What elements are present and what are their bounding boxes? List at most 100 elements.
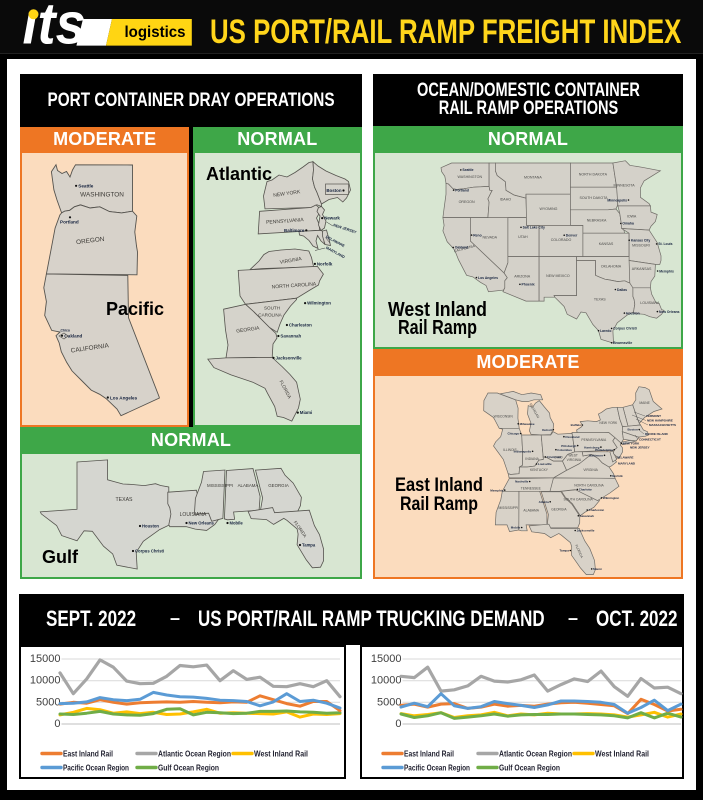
svg-text:Cleveland: Cleveland <box>565 435 579 439</box>
svg-text:MAINE: MAINE <box>639 401 650 405</box>
svg-text:Charleston: Charleston <box>589 508 605 512</box>
svg-text:Houston: Houston <box>142 524 159 529</box>
svg-text:Salt Lake City: Salt Lake City <box>523 226 545 230</box>
svg-text:DELAWARE: DELAWARE <box>617 456 634 460</box>
svg-text:GEORGIA: GEORGIA <box>268 483 289 488</box>
svg-text:CALIFORNIA: CALIFORNIA <box>454 244 476 254</box>
svg-text:Corpus Christi: Corpus Christi <box>613 327 637 331</box>
svg-text:GEORGIA: GEORGIA <box>236 325 261 334</box>
svg-text:PENNSYLVANIA: PENNSYLVANIA <box>581 438 607 442</box>
svg-text:WEST: WEST <box>568 454 578 458</box>
svg-text:NEBRASKA: NEBRASKA <box>587 219 607 223</box>
svg-text:Baltimore: Baltimore <box>284 228 305 233</box>
svg-text:OHIO: OHIO <box>554 456 563 460</box>
svg-text:COLORADO: COLORADO <box>551 238 572 242</box>
svg-text:Los Angeles: Los Angeles <box>110 395 138 400</box>
svg-text:ALABAMA: ALABAMA <box>238 483 259 488</box>
svg-text:ILLINOIS: ILLINOIS <box>503 448 517 452</box>
svg-text:NEW JERSEY: NEW JERSEY <box>333 223 358 234</box>
svg-text:Laredo: Laredo <box>600 329 611 333</box>
svg-text:CONNECTICUT: CONNECTICUT <box>639 438 661 442</box>
svg-text:WASHINGTON: WASHINGTON <box>458 175 483 179</box>
svg-text:NEW HAMPSHIRE: NEW HAMPSHIRE <box>647 419 673 423</box>
svg-text:MINNESOTA: MINNESOTA <box>614 183 636 187</box>
svg-text:Nashville: Nashville <box>515 480 529 484</box>
svg-text:West Inland: West Inland <box>388 298 487 321</box>
svg-text:UTAH: UTAH <box>518 235 528 239</box>
svg-text:Memphis: Memphis <box>490 488 503 492</box>
svg-text:OREGON: OREGON <box>459 200 475 204</box>
svg-text:5000: 5000 <box>36 696 60 708</box>
svg-text:Atlanta: Atlanta <box>539 500 549 504</box>
svg-text:ARIZONA: ARIZONA <box>514 275 531 279</box>
svg-text:Tampa: Tampa <box>302 543 316 548</box>
svg-text:Chicago: Chicago <box>507 432 519 436</box>
svg-text:Norfolk: Norfolk <box>612 474 623 478</box>
svg-text:Wilmington: Wilmington <box>603 496 619 500</box>
svg-text:Seattle: Seattle <box>462 168 473 172</box>
svg-text:VIRGINIA: VIRGINIA <box>567 458 582 462</box>
svg-text:NEW YORK: NEW YORK <box>623 442 640 446</box>
svg-text:VERMONT: VERMONT <box>646 414 661 418</box>
svg-text:Columbus: Columbus <box>557 448 572 452</box>
svg-text:INDIANA: INDIANA <box>525 457 539 461</box>
svg-text:Milwaukee: Milwaukee <box>520 422 535 426</box>
svg-text:KENTUCKY: KENTUCKY <box>530 468 549 472</box>
svg-text:SOUTH DAKOTA: SOUTH DAKOTA <box>579 196 608 200</box>
svg-text:East Inland Rail: East Inland Rail <box>63 749 113 759</box>
svg-text:Brownsville: Brownsville <box>613 341 632 345</box>
svg-text:IOWA: IOWA <box>627 215 637 219</box>
svg-text:OREGON: OREGON <box>76 236 105 246</box>
svg-text:Gulf Ocean Region: Gulf Ocean Region <box>499 763 560 773</box>
svg-text:Corpus Christi: Corpus Christi <box>135 549 164 554</box>
svg-text:MASSACHUSETTS: MASSACHUSETTS <box>649 423 676 427</box>
svg-text:Oakland: Oakland <box>455 246 468 250</box>
svg-text:Detroit: Detroit <box>542 428 552 432</box>
svg-text:Los Angeles: Los Angeles <box>478 276 498 280</box>
svg-text:Chico: Chico <box>61 329 70 333</box>
svg-text:NORTH CAROLINA: NORTH CAROLINA <box>271 281 317 290</box>
svg-text:MARYLAND: MARYLAND <box>618 462 636 466</box>
svg-text:IDAHO: IDAHO <box>500 197 512 201</box>
svg-text:MISSISSIPPI: MISSISSIPPI <box>498 506 518 510</box>
svg-text:Atlantic Ocean Region: Atlantic Ocean Region <box>499 749 572 759</box>
svg-text:Boston: Boston <box>326 188 341 193</box>
svg-text:TEXAS: TEXAS <box>594 297 606 301</box>
svg-text:Omaha: Omaha <box>622 222 634 226</box>
svg-text:0: 0 <box>395 718 401 730</box>
svg-text:West Inland Rail: West Inland Rail <box>595 749 649 759</box>
svg-text:Savannah: Savannah <box>580 514 594 518</box>
svg-text:St. Louis: St. Louis <box>658 242 672 246</box>
svg-text:East Inland: East Inland <box>395 474 483 496</box>
svg-text:WYOMING: WYOMING <box>540 207 558 211</box>
svg-text:Rail Ramp: Rail Ramp <box>400 493 478 515</box>
svg-text:logistics: logistics <box>125 24 186 41</box>
svg-text:NEW JERSEY: NEW JERSEY <box>630 446 650 450</box>
svg-text:Mobile: Mobile <box>230 521 244 526</box>
svg-text:Boston: Boston <box>627 428 637 432</box>
svg-text:15000: 15000 <box>30 653 61 665</box>
svg-text:MISSOURI: MISSOURI <box>632 244 650 248</box>
svg-text:Pittsburgh: Pittsburgh <box>561 444 576 448</box>
svg-text:ARKANSAS: ARKANSAS <box>632 267 652 271</box>
svg-text:Tampa: Tampa <box>559 549 569 553</box>
svg-text:SOUTH CAROLINA: SOUTH CAROLINA <box>563 498 593 502</box>
svg-text:Savannah: Savannah <box>280 334 301 339</box>
svg-text:Newark: Newark <box>324 216 340 221</box>
svg-text:NEW YORK: NEW YORK <box>599 421 618 425</box>
svg-text:Louisville: Louisville <box>538 462 552 466</box>
svg-text:Rail Ramp: Rail Ramp <box>398 316 477 339</box>
svg-text:NEW MEXICO: NEW MEXICO <box>546 274 570 278</box>
svg-text:5000: 5000 <box>377 696 401 708</box>
svg-text:Miami: Miami <box>593 567 602 571</box>
svg-text:Gulf: Gulf <box>42 547 79 567</box>
svg-text:Pacific: Pacific <box>106 299 164 319</box>
svg-text:Memphis: Memphis <box>659 269 674 273</box>
svg-text:LOUISIANA: LOUISIANA <box>180 512 207 518</box>
svg-text:CAROLINA: CAROLINA <box>258 313 282 318</box>
svg-text:Jacksonville: Jacksonville <box>276 356 303 361</box>
svg-text:RHODE ISLAND: RHODE ISLAND <box>645 432 669 436</box>
svg-text:NEVADA: NEVADA <box>483 236 498 240</box>
svg-text:Charleston: Charleston <box>289 323 312 328</box>
svg-text:Wilmington: Wilmington <box>307 301 331 306</box>
